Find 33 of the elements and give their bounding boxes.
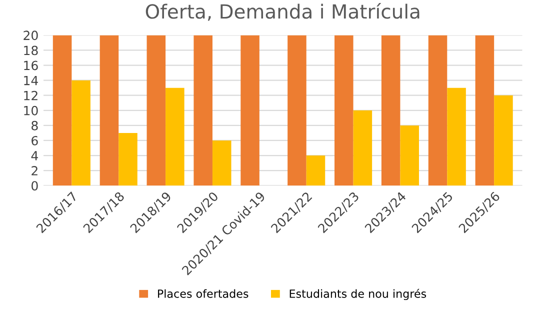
chart-title: Oferta, Demanda i Matrícula (146, 2, 420, 21)
bar (194, 35, 212, 186)
bar (447, 88, 466, 186)
y-tick-label: 20 (24, 30, 38, 40)
bar (353, 110, 372, 186)
bar (494, 95, 513, 186)
y-tick-label: 16 (24, 60, 38, 70)
bar (212, 140, 232, 186)
bar (166, 88, 184, 186)
bar (118, 132, 138, 186)
bar (100, 35, 119, 186)
bar (428, 35, 448, 186)
y-tick-label: 2 (32, 166, 38, 176)
legend-label: Places ofertades (158, 289, 248, 298)
bar (475, 35, 494, 186)
y-tick-label: 0 (32, 181, 38, 191)
bar (72, 80, 90, 186)
y-tick-label: 12 (24, 90, 38, 100)
legend-label: Estudiants de nou ingrés (290, 288, 426, 300)
y-tick-label: 18 (24, 46, 38, 56)
y-tick-label: 8 (32, 120, 38, 130)
bar (240, 35, 260, 186)
bar (146, 35, 166, 186)
y-tick-label: 14 (24, 76, 38, 86)
bar (381, 35, 400, 186)
y-tick-label: 4 (31, 151, 38, 160)
bar (52, 35, 72, 186)
y-tick-label: 10 (24, 106, 38, 116)
bar (400, 125, 419, 186)
bar (306, 156, 326, 186)
bar (288, 35, 306, 186)
bar (334, 35, 354, 186)
y-tick-label: 6 (32, 136, 38, 146)
